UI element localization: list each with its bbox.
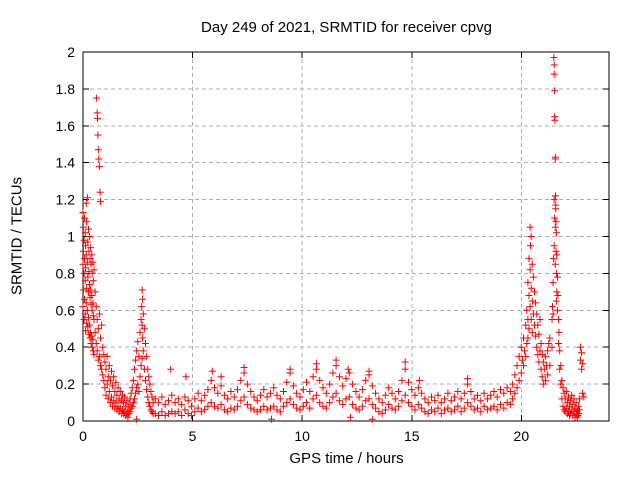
y-tick-label: 0.4 — [56, 339, 76, 355]
x-tick-label: 5 — [189, 428, 197, 444]
x-tick-label: 15 — [404, 428, 420, 444]
y-tick-label: 1.4 — [56, 155, 76, 171]
y-tick-label: 1.8 — [56, 81, 76, 97]
y-tick-label: 0.6 — [56, 302, 76, 318]
y-tick-label: 0 — [67, 413, 75, 429]
y-tick-label: 1.2 — [56, 192, 76, 208]
chart-title: Day 249 of 2021, SRMTID for receiver cpv… — [201, 19, 492, 36]
grid-lines — [83, 52, 609, 421]
y-tick-label: 1 — [67, 229, 75, 245]
plot-border — [82, 51, 610, 422]
y-tick-label: 1.6 — [56, 118, 76, 134]
y-tick-label: 2 — [67, 44, 75, 60]
x-axis-title: GPS time / hours — [289, 450, 404, 467]
scatter-points — [79, 54, 588, 423]
x-tick-label: 20 — [514, 428, 530, 444]
x-tick-label: 10 — [294, 428, 310, 444]
y-tick-label: 0.8 — [56, 265, 76, 281]
y-tick-label: 0.2 — [56, 376, 76, 392]
x-tick-label: 0 — [79, 428, 87, 444]
